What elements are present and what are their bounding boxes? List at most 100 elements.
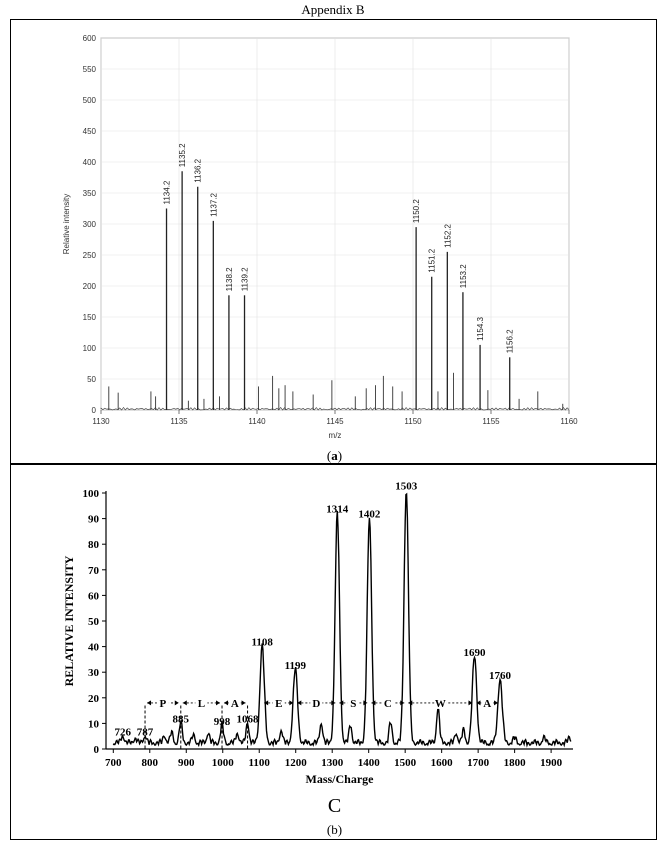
peak-label-a: 1156.2 [506, 329, 515, 353]
peak-label-b: 726 [115, 726, 132, 738]
y-tick-label-a: 250 [83, 251, 97, 260]
x-tick-label-b: 1200 [285, 757, 308, 769]
segment-label-bg-b [228, 695, 241, 709]
segment-arrowhead-left-b [476, 700, 481, 706]
segment-label-bg-b [434, 695, 447, 709]
panel-a: 0 50 100 150 200 250 300 350 400 450 500 550 600 1130… [10, 19, 657, 464]
segment-label-b: W [435, 698, 446, 710]
peak-label-a: 1138.2 [225, 267, 234, 291]
segment-arrowhead-right-b [241, 700, 246, 706]
x-tick-label-b: 1700 [467, 757, 490, 769]
y-tick-label-b: 100 [83, 488, 100, 500]
segment-label-b: P [160, 698, 167, 710]
peak-label-a: 1152.2 [443, 223, 452, 247]
y-tick-label-a: 600 [83, 34, 97, 43]
peak-label-b: 1068 [237, 714, 260, 726]
y-tick-label-a: 550 [83, 65, 97, 74]
peak-label-a: 1134.2 [163, 180, 172, 204]
segment-label-bg-b [272, 695, 285, 709]
segment-arrowhead-left-b [371, 700, 376, 706]
y-tick-label-a: 500 [83, 96, 97, 105]
segment-arrowhead-left-b [339, 700, 344, 706]
segment-arrowhead-right-b [289, 700, 294, 706]
y-tick-label-a: 300 [83, 220, 97, 229]
y-tick-label-b: 10 [88, 718, 100, 730]
y-tick-label-b: 90 [88, 514, 100, 526]
x-axis-label-a: m/z [329, 431, 342, 440]
x-tick-label-a: 1155 [482, 417, 500, 426]
x-axis-label-b: Mass/Charge [306, 772, 375, 786]
peak-label-b: 885 [173, 714, 190, 726]
y-tick-label-b: 30 [88, 667, 100, 679]
segment-label-b: S [350, 698, 356, 710]
segment-label-bg-b [156, 695, 169, 709]
x-tick-label-b: 1000 [212, 757, 235, 769]
x-tick-label-b: 900 [178, 757, 195, 769]
baseline-noise-a [100, 407, 570, 411]
peak-label-a: 1151.2 [428, 248, 437, 272]
segment-label-b: A [483, 698, 491, 710]
segment-label-b: E [275, 698, 282, 710]
peak-label-b: 1503 [395, 481, 418, 493]
y-tick-label-a: 50 [87, 375, 96, 384]
segment-arrowhead-right-b [468, 700, 473, 706]
peak-label-a: 1139.2 [241, 267, 250, 291]
spectrum-trace-b [112, 492, 572, 748]
segment-arrowhead-left-b [408, 700, 413, 706]
y-tick-label-a: 100 [83, 344, 97, 353]
x-tick-label-b: 1100 [249, 757, 271, 769]
panel-b-caption: (b) [326, 822, 343, 837]
y-tick-label-a: 400 [83, 158, 97, 167]
segment-label-bg-b [381, 695, 394, 709]
x-tick-label-a: 1160 [560, 417, 578, 426]
x-tick-label-b: 1900 [540, 757, 563, 769]
x-tick-label-a: 1130 [92, 417, 110, 426]
y-axis-label-b: RELATIVE INTENSITY [62, 555, 76, 686]
y-tick-label-a: 200 [83, 282, 97, 291]
y-tick-label-a: 0 [92, 406, 97, 415]
y-axis-label-a: Relative intensity [62, 194, 71, 254]
peak-label-a: 1136.2 [194, 158, 203, 182]
segment-label-b: C [384, 698, 392, 710]
y-tick-label-b: 50 [88, 616, 100, 628]
x-tick-label-b: 1300 [321, 757, 344, 769]
segment-arrowhead-left-b [224, 700, 229, 706]
spectrum-chart-a: 0 50 100 150 200 250 300 350 400 450 500 550 600 1130… [62, 34, 578, 440]
peak-label-a: 1150.2 [412, 199, 421, 223]
x-tick-label-b: 700 [105, 757, 122, 769]
peak-label-a: 1153.2 [459, 264, 468, 288]
letter-caption: C [327, 795, 342, 817]
y-tick-label-a: 350 [83, 189, 97, 198]
peak-label-b: 1402 [358, 509, 381, 521]
panel-a-caption: (a) [11, 448, 658, 464]
panel-a-caption-letter: a [331, 448, 338, 463]
x-tick-label-a: 1150 [404, 417, 422, 426]
y-tick-label-b: 20 [88, 693, 100, 705]
peak-label-b: 1199 [285, 660, 307, 672]
panel-a-caption-open: ( [326, 448, 332, 463]
segment-arrowhead-right-b [400, 700, 405, 706]
x-tick-label-a: 1140 [248, 417, 266, 426]
segment-label-bg-b [310, 695, 323, 709]
peak-label-a: 1137.2 [209, 192, 218, 216]
segment-arrowhead-right-b [494, 700, 499, 706]
segment-arrowhead-right-b [174, 700, 179, 706]
segment-arrowhead-left-b [297, 700, 302, 706]
y-tick-label-b: 60 [88, 590, 100, 602]
segment-label-bg-b [481, 695, 494, 709]
y-tick-label-b: 80 [88, 539, 100, 551]
x-tick-label-a: 1135 [170, 417, 188, 426]
y-tick-label-b: 40 [88, 642, 100, 654]
segment-label-b: A [231, 698, 239, 710]
segment-arrowhead-right-b [331, 700, 336, 706]
segment-label-b: L [198, 698, 205, 710]
panel-a-caption-close: ) [337, 448, 343, 463]
segment-label-bg-b [195, 695, 208, 709]
peak-label-b: 1760 [489, 670, 512, 682]
x-tick-label-b: 1500 [394, 757, 417, 769]
x-tick-label-b: 800 [142, 757, 159, 769]
segment-arrowhead-left-b [182, 700, 187, 706]
spectrum-chart-b: 0 10 20 30 40 50 60 70 80 90 100 700 800 900 1000 1100 1… [62, 481, 573, 786]
x-tick-label-a: 1145 [326, 417, 344, 426]
peak-label-b: 1690 [463, 647, 486, 659]
